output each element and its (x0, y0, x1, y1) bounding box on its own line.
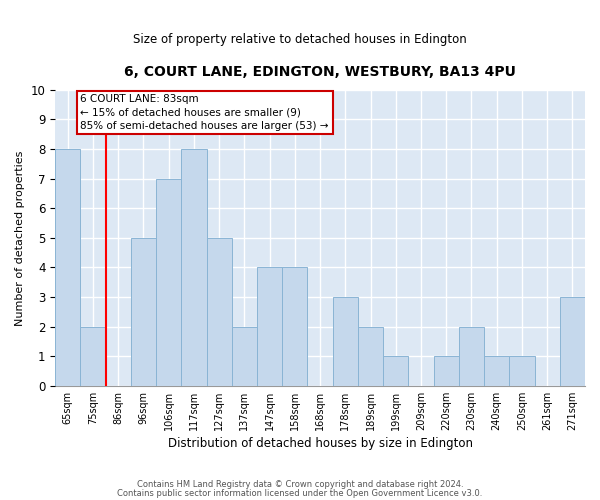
Text: Size of property relative to detached houses in Edington: Size of property relative to detached ho… (133, 32, 467, 46)
Bar (560, 297, 585, 386)
Bar (181, 149, 206, 386)
Bar (383, 356, 409, 386)
Bar (206, 238, 232, 386)
Text: Contains public sector information licensed under the Open Government Licence v3: Contains public sector information licen… (118, 488, 482, 498)
Title: 6, COURT LANE, EDINGTON, WESTBURY, BA13 4PU: 6, COURT LANE, EDINGTON, WESTBURY, BA13 … (124, 65, 516, 79)
Bar (80, 326, 106, 386)
Text: Contains HM Land Registry data © Crown copyright and database right 2024.: Contains HM Land Registry data © Crown c… (137, 480, 463, 489)
Bar (459, 326, 484, 386)
X-axis label: Distribution of detached houses by size in Edington: Distribution of detached houses by size … (167, 437, 473, 450)
Bar (358, 326, 383, 386)
Bar (434, 356, 459, 386)
Text: 6 COURT LANE: 83sqm
← 15% of detached houses are smaller (9)
85% of semi-detache: 6 COURT LANE: 83sqm ← 15% of detached ho… (80, 94, 329, 130)
Bar (156, 178, 181, 386)
Bar (257, 268, 282, 386)
Bar (509, 356, 535, 386)
Bar (131, 238, 156, 386)
Bar (484, 356, 509, 386)
Bar (232, 326, 257, 386)
Bar (332, 297, 358, 386)
Bar (282, 268, 307, 386)
Y-axis label: Number of detached properties: Number of detached properties (15, 150, 25, 326)
Bar (55, 149, 80, 386)
